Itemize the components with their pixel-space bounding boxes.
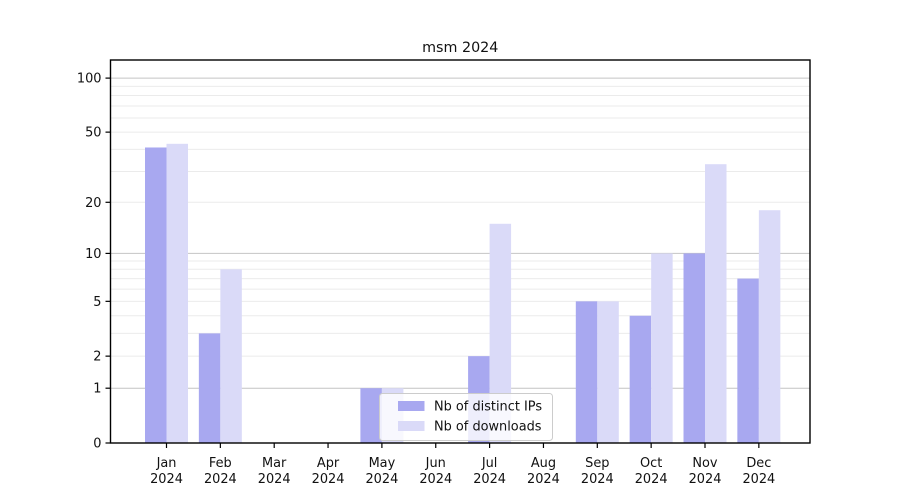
y-tick-label-100: 100: [77, 72, 102, 87]
chart-title: msm 2024: [422, 40, 498, 56]
year-label: 2024: [527, 472, 560, 487]
year-label: 2024: [742, 472, 775, 487]
year-label: 2024: [365, 472, 398, 487]
year-label: 2024: [689, 472, 722, 487]
x-tick-label-jan: Jan 2024: [150, 456, 183, 487]
x-tick-label-may: May 2024: [365, 456, 398, 487]
bar-nb-of-distinct-ips-jan: [145, 147, 167, 443]
bar-nb-of-downloads-jul: [489, 223, 512, 443]
legend-swatch-nb-of-distinct-ips: [398, 401, 425, 411]
x-tick-label-aug: Aug 2024: [527, 456, 560, 487]
y-axis: 0 1 2 5 10 20 50 100: [77, 72, 111, 452]
month-label: Aug: [531, 456, 556, 471]
year-label: 2024: [635, 472, 668, 487]
bar-nb-of-distinct-ips-nov: [683, 253, 705, 443]
bar-nb-of-downloads-dec: [758, 210, 781, 443]
plot-border: [109, 59, 811, 444]
month-label: Dec: [746, 456, 771, 471]
x-tick-label-feb: Feb 2024: [204, 456, 237, 487]
year-label: 2024: [419, 472, 452, 487]
year-label: 2024: [312, 472, 345, 487]
bar-nb-of-downloads-feb: [220, 269, 242, 443]
month-label: Apr: [317, 456, 340, 471]
bar-nb-of-downloads-nov: [705, 164, 727, 443]
month-label: Nov: [692, 456, 718, 471]
x-tick-label-dec: Dec 2024: [742, 456, 775, 487]
bar-nb-of-distinct-ips-oct: [629, 315, 652, 443]
legend-label-nb-of-downloads: Nb of downloads: [434, 420, 542, 435]
month-label: Oct: [640, 456, 662, 471]
x-tick-label-apr: Apr 2024: [312, 456, 345, 487]
month-label: Feb: [209, 456, 232, 471]
y-tick-label-5: 5: [93, 295, 101, 310]
y-tick-label-20: 20: [85, 196, 101, 211]
year-label: 2024: [204, 472, 237, 487]
y-tick-label-2: 2: [93, 350, 101, 365]
legend: Nb of distinct IPs Nb of downloads: [379, 393, 553, 441]
bar-nb-of-downloads-sep: [597, 301, 619, 443]
year-label: 2024: [258, 472, 291, 487]
x-tick-label-mar: Mar 2024: [258, 456, 291, 487]
bar-nb-of-distinct-ips-may: [360, 388, 382, 443]
y-tick-label-50: 50: [85, 126, 101, 141]
month-label: Sep: [585, 456, 609, 471]
legend-label-nb-of-distinct-ips: Nb of distinct IPs: [434, 400, 542, 415]
month-label: Mar: [262, 456, 287, 471]
month-label: Jul: [481, 456, 498, 471]
bars: [145, 143, 781, 443]
x-tick-label-nov: Nov 2024: [689, 456, 722, 487]
bar-nb-of-distinct-ips-dec: [737, 278, 759, 443]
legend-swatch-nb-of-downloads: [398, 421, 425, 431]
month-label: Jan: [156, 456, 177, 471]
y-tick-label-0: 0: [93, 437, 101, 452]
x-tick-label-jul: Jul 2024: [473, 456, 506, 487]
month-label: Jun: [425, 456, 446, 471]
bar-nb-of-distinct-ips-feb: [198, 333, 221, 443]
y-tick-label-1: 1: [93, 382, 101, 397]
bar-nb-of-downloads-jan: [166, 143, 188, 443]
year-label: 2024: [473, 472, 506, 487]
x-tick-label-sep: Sep 2024: [581, 456, 614, 487]
bar-nb-of-downloads-oct: [651, 253, 673, 443]
year-label: 2024: [150, 472, 183, 487]
y-tick-label-10: 10: [85, 247, 101, 262]
year-label: 2024: [581, 472, 614, 487]
month-label: May: [369, 456, 396, 471]
x-tick-label-jun: Jun 2024: [419, 456, 452, 487]
bar-nb-of-distinct-ips-sep: [575, 301, 598, 443]
x-tick-label-oct: Oct 2024: [635, 456, 668, 487]
